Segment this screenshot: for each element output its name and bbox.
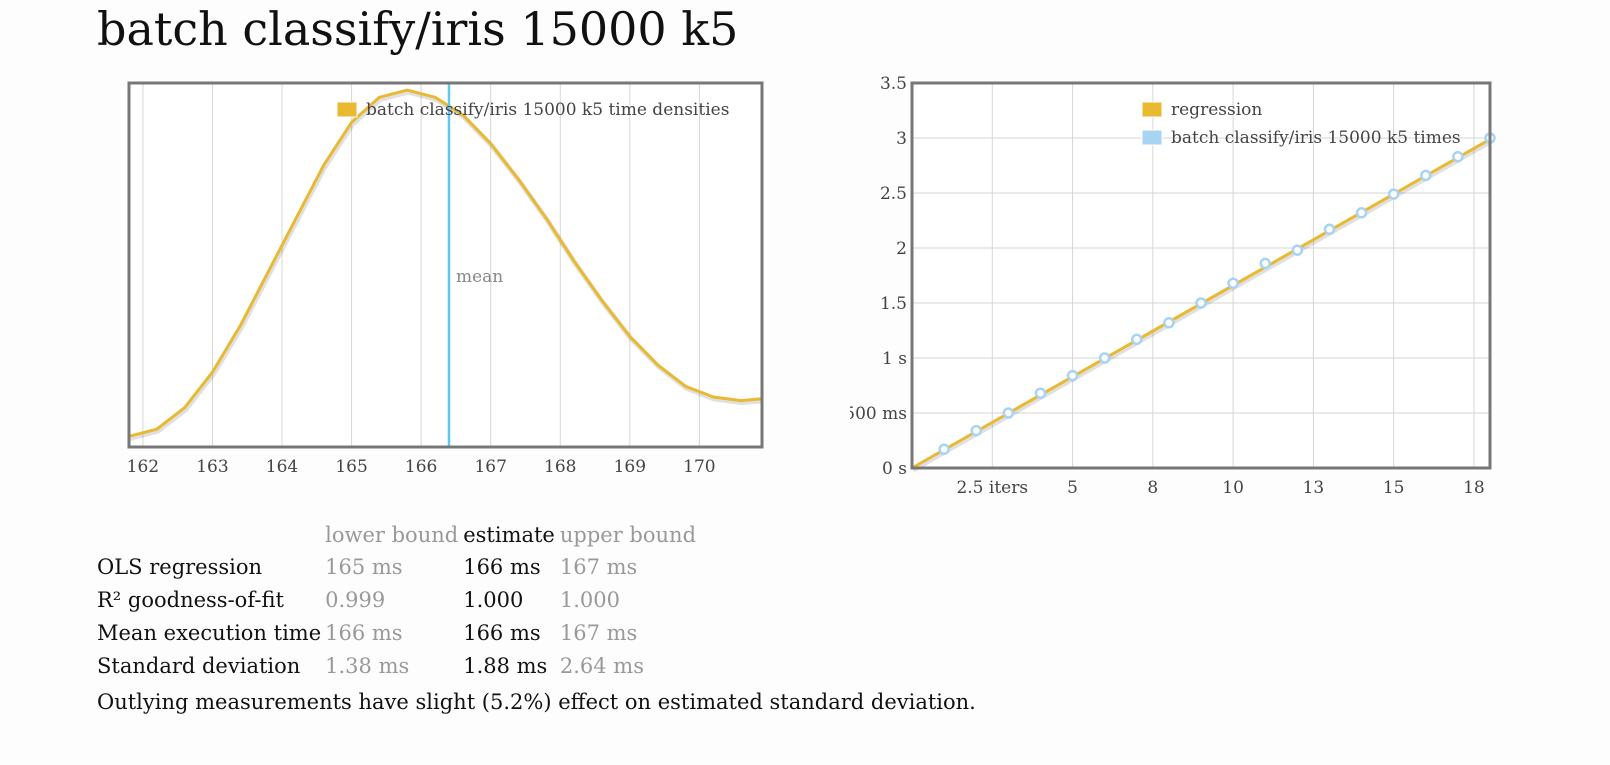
regression-x-tick-label: 15 — [1383, 478, 1405, 498]
regression-point — [1227, 277, 1239, 289]
estimate-value: 1.88 ms — [463, 653, 548, 678]
row-label: R² goodness-of-fit — [97, 587, 284, 612]
density-x-tick-label: 167 — [474, 457, 506, 477]
estimate-value: 1.000 — [463, 587, 524, 612]
lower-bound-value: 165 ms — [325, 554, 403, 579]
regression-chart: 0 s 500 ms 1 s 1.5 2 2.5 3 3.5 2.5 iters 5 8 10 13 15… — [850, 74, 1496, 498]
lower-bound-value: 166 ms — [325, 620, 403, 645]
row-label: Mean execution time — [97, 620, 322, 645]
density-x-tick-label: 168 — [544, 457, 576, 477]
row-label-header — [97, 520, 325, 550]
density-x-tick-label: 170 — [683, 457, 715, 477]
statistics-table: lower bound estimate upper bound OLS reg… — [97, 520, 701, 682]
regression-frame — [910, 81, 1492, 470]
mean-label: mean — [456, 267, 503, 287]
regression-x-tick-label: 8 — [1147, 478, 1158, 498]
regression-x-tick-label: 13 — [1303, 478, 1325, 498]
regression-y-tick-label: 0 s — [882, 459, 907, 479]
regression-point — [1420, 169, 1432, 182]
regression-y-tick-label: 3 — [896, 129, 907, 149]
times-legend-label: batch classify/iris 15000 k5 times — [1171, 128, 1461, 148]
row-label: Standard deviation — [97, 653, 301, 678]
regression-point — [1452, 150, 1464, 163]
regression-point — [1291, 244, 1304, 256]
regression-point — [1034, 387, 1047, 399]
regression-point — [1323, 223, 1336, 236]
statistics-header-row: lower bound estimate upper bound — [97, 520, 701, 550]
regression-legend-swatch — [1141, 101, 1163, 118]
regression-point — [1259, 257, 1271, 270]
density-x-tick-label: 164 — [266, 457, 298, 477]
density-frame — [127, 81, 764, 449]
regression-x-tick-label: 18 — [1463, 478, 1485, 498]
regression-y-tick-label: 500 ms — [850, 404, 907, 424]
regression-point — [938, 443, 950, 456]
lower-bound-header: lower bound — [325, 523, 459, 547]
times-legend-swatch — [1141, 129, 1163, 146]
density-legend-swatch — [336, 101, 358, 118]
upper-bound-value: 1.000 — [559, 587, 620, 612]
regression-y-tick-label: 3.5 — [880, 74, 907, 94]
table-row: Standard deviation 1.38 ms 1.88 ms 2.64 … — [97, 649, 701, 682]
table-row: Mean execution time 166 ms 166 ms 167 ms — [97, 616, 701, 649]
table-row: OLS regression 165 ms 166 ms 167 ms — [97, 550, 701, 583]
density-plot-area — [129, 83, 762, 447]
regression-x-tick-label: 10 — [1222, 478, 1244, 498]
regression-point — [1387, 188, 1400, 200]
density-x-tick-label: 165 — [335, 457, 367, 477]
regression-y-tick-label: 2 — [896, 239, 907, 259]
estimate-value: 166 ms — [463, 620, 541, 645]
regression-point — [1131, 333, 1143, 346]
regression-point — [1098, 352, 1111, 364]
regression-x-tick-label: 5 — [1067, 478, 1078, 498]
regression-point — [1066, 369, 1079, 382]
regression-point — [1195, 297, 1207, 309]
estimate-value: 166 ms — [463, 554, 541, 579]
regression-point — [1002, 407, 1015, 419]
upper-bound-value: 2.64 ms — [559, 653, 644, 678]
regression-point — [970, 424, 982, 437]
regression-y-tick-label: 2.5 — [880, 184, 907, 204]
regression-x-tick-label: 2.5 iters — [956, 478, 1028, 498]
row-label: OLS regression — [97, 554, 263, 579]
regression-legend: regression batch classify/iris 15000 k5 t… — [1141, 100, 1461, 148]
page-title: batch classify/iris 15000 k5 — [97, 2, 739, 56]
regression-point — [1163, 317, 1175, 329]
density-x-tick-label: 169 — [614, 457, 646, 477]
regression-y-tick-label: 1.5 — [880, 294, 907, 314]
upper-bound-header: upper bound — [559, 523, 697, 547]
regression-legend-label: regression — [1171, 100, 1262, 120]
density-legend: batch classify/iris 15000 k5 time densit… — [336, 100, 729, 120]
regression-y-tick-label: 1 s — [882, 349, 907, 369]
density-legend-label: batch classify/iris 15000 k5 time densit… — [366, 100, 729, 120]
estimate-header: estimate — [463, 523, 555, 547]
density-x-tick-label: 163 — [196, 457, 228, 477]
density-chart: 162 163 164 165 166 167 168 169 170 mean batch cla… — [127, 81, 764, 477]
lower-bound-value: 1.38 ms — [325, 653, 410, 678]
regression-point — [1355, 207, 1368, 219]
density-x-tick-label: 166 — [405, 457, 437, 477]
outlier-note: Outlying measurements have slight (5.2%)… — [97, 690, 976, 714]
density-x-tick-label: 162 — [127, 457, 159, 477]
upper-bound-value: 167 ms — [559, 554, 638, 579]
table-row: R² goodness-of-fit 0.999 1.000 1.000 — [97, 583, 701, 616]
upper-bound-value: 167 ms — [559, 620, 638, 645]
lower-bound-value: 0.999 — [325, 587, 386, 612]
